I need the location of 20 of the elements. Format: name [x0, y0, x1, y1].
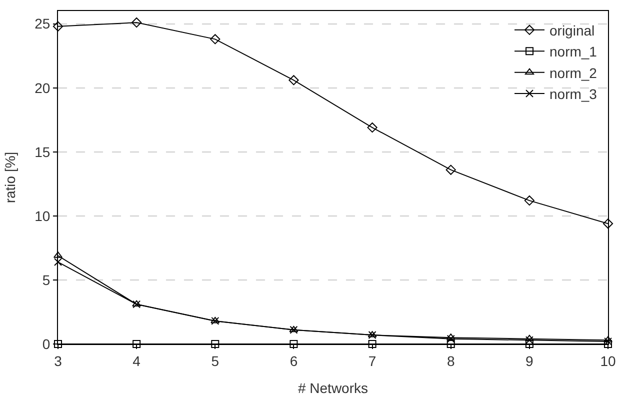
y-tick-label: 5 — [42, 272, 50, 288]
y-tick-label: 10 — [34, 208, 50, 224]
y-tick-label: 15 — [34, 144, 50, 160]
x-tick-label: 3 — [54, 352, 62, 369]
legend-label: original — [550, 22, 595, 38]
x-tick-label: 8 — [446, 352, 455, 369]
x-tick-label: 6 — [290, 352, 298, 369]
y-tick-label: 0 — [42, 336, 50, 352]
x-tick-label: 4 — [132, 352, 141, 369]
x-tick-label: 7 — [368, 352, 376, 369]
y-axis-title: ratio [%] — [2, 152, 18, 204]
x-axis-title: # Networks — [298, 380, 368, 396]
x-tick-label: 10 — [600, 352, 616, 369]
legend-label: norm_3 — [550, 86, 598, 102]
legend-label: norm_2 — [550, 64, 598, 81]
y-tick-label: 25 — [34, 16, 50, 32]
x-tick-label: 5 — [211, 352, 220, 369]
y-tick-label: 20 — [34, 80, 50, 96]
legend-label: norm_1 — [550, 44, 598, 60]
x-tick-label: 9 — [526, 352, 534, 369]
